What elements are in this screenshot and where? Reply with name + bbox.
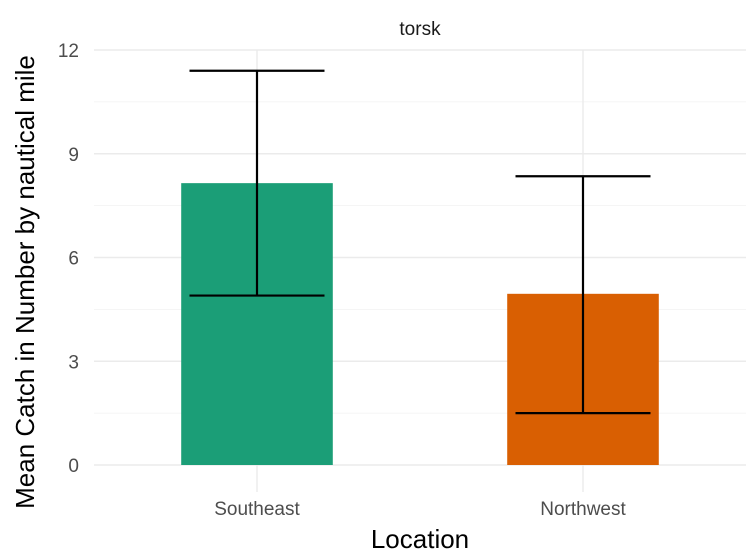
y-tick-label: 6 bbox=[68, 249, 79, 270]
y-tick-label: 12 bbox=[58, 41, 79, 62]
y-tick-label: 9 bbox=[68, 145, 79, 166]
x-tick-labels: Southeast Northwest bbox=[214, 499, 626, 520]
error-bars bbox=[189, 69, 651, 415]
x-tick-label: Northwest bbox=[540, 499, 626, 520]
y-tick-labels: 0 3 6 9 12 bbox=[58, 41, 79, 477]
x-axis-title: Location bbox=[371, 524, 469, 552]
y-axis-title: Mean Catch in Number by nautical mile bbox=[10, 55, 40, 509]
y-tick-label: 3 bbox=[68, 352, 79, 373]
x-tick-label: Southeast bbox=[214, 499, 300, 520]
y-tick-label: 0 bbox=[68, 456, 79, 477]
error-bar bbox=[189, 69, 325, 297]
facet-label: torsk bbox=[399, 19, 441, 40]
bars bbox=[181, 183, 659, 466]
error-bar bbox=[515, 175, 651, 415]
